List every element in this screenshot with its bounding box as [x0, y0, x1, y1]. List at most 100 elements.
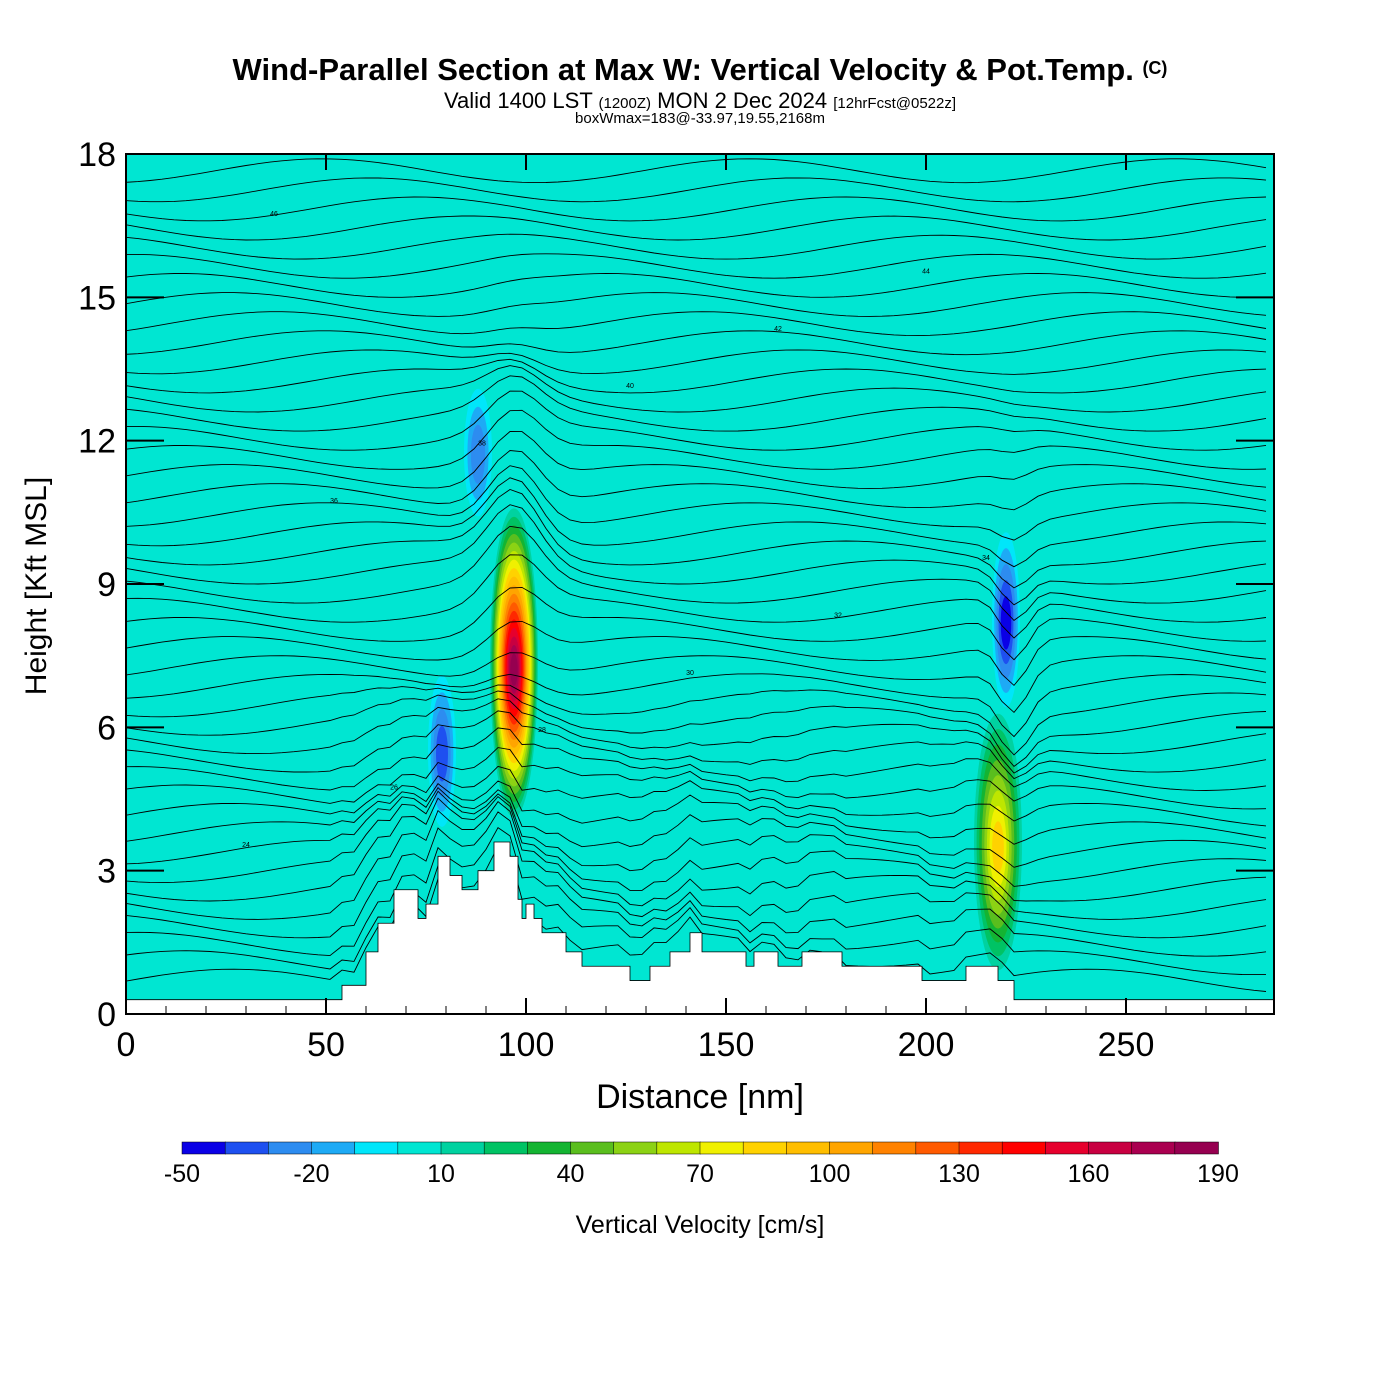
theta-contour: [126, 652, 1267, 714]
y-tick-label: 6: [97, 709, 116, 747]
downdraft-core: [1000, 596, 1012, 650]
theta-contour: [126, 465, 1267, 541]
velocity-field: [126, 154, 1274, 1014]
theta-contour: [126, 196, 1267, 222]
theta-contour: [126, 375, 1267, 432]
field-background: [126, 154, 1274, 1014]
theta-contour: [126, 845, 1267, 976]
forecast-info: [12hrFcst@0522z]: [833, 95, 957, 112]
valid-date: MON 2 Dec 2024: [657, 88, 828, 113]
theta-contour: [126, 390, 1267, 451]
theta-contour: [126, 358, 1267, 394]
colorbar-swatch: [483, 1141, 529, 1155]
theta-contour-label: 42: [774, 326, 782, 333]
theta-contour: [126, 525, 1267, 621]
theta-contour: [126, 292, 1267, 317]
theta-contour: [126, 673, 1267, 738]
y-tick-label: 15: [78, 279, 116, 317]
updraft-core: [510, 653, 518, 686]
colorbar-tick-label: 10: [427, 1160, 455, 1188]
theta-contour-label: 28: [538, 727, 546, 734]
theta-contour: [126, 177, 1267, 203]
colorbar-swatch: [181, 1141, 226, 1155]
theta-contour: [126, 765, 1267, 827]
colorbar-swatch: [742, 1141, 788, 1155]
x-tick-label: 250: [1098, 1026, 1155, 1064]
theta-contour-label: 34: [982, 555, 990, 562]
chart-title: Wind-Parallel Section at Max W: Vertical…: [0, 52, 1400, 88]
theta-contour-label: 32: [834, 612, 842, 619]
colorbar-swatch: [613, 1141, 658, 1155]
y-tick-label: 9: [97, 566, 116, 604]
theta-contour: [126, 698, 1267, 774]
colorbar-swatch: [1045, 1141, 1090, 1155]
theta-contour: [126, 811, 1267, 939]
theta-contours: 24 26 28 30 32 34 36 38 40 42 44 46: [126, 158, 1267, 992]
theta-contour: [126, 272, 1267, 298]
y-tick-label: 0: [97, 996, 116, 1034]
colorbar-swatch: [268, 1141, 313, 1155]
theta-contour: [126, 365, 1267, 413]
colorbar-tick-label: -20: [293, 1160, 329, 1188]
x-tick-label: 150: [698, 1026, 755, 1064]
theta-contour-label: 24: [242, 842, 250, 849]
theta-contour: [126, 790, 1267, 887]
theta-contour: [126, 620, 1267, 687]
colorbar-swatch: [1088, 1141, 1133, 1155]
x-tick-label: 0: [117, 1026, 136, 1064]
y-tick-label: 3: [97, 853, 116, 891]
colorbar-swatch: [958, 1141, 1003, 1155]
theta-contour: [126, 431, 1267, 489]
terrain: [125, 841, 1275, 1015]
theta-contour-label: 36: [330, 498, 338, 505]
valid-zulu: (1200Z): [598, 95, 652, 112]
y-tick-label: 12: [78, 423, 116, 461]
theta-contour: [126, 409, 1267, 470]
colorbar-tick-label: -50: [164, 1160, 200, 1188]
terrain-profile: [125, 841, 1275, 1015]
box-wmax: boxWmax=183@-33.97,19.55,2168m: [575, 110, 825, 127]
theta-contour: [126, 330, 1267, 356]
copyright-mark: (C): [1142, 58, 1168, 78]
colorbar-swatch: [1001, 1141, 1047, 1155]
theta-contour: [126, 158, 1267, 184]
theta-contour-label: 44: [922, 268, 930, 275]
x-axis-label: Distance [nm]: [596, 1078, 804, 1116]
theta-contour: [126, 690, 1267, 768]
colorbar-swatch: [786, 1141, 831, 1155]
colorbar-swatch: [224, 1141, 270, 1155]
theta-contour: [126, 863, 1267, 992]
y-tick-label: 18: [78, 136, 116, 174]
valid-time-line: Valid 1400 LST (1200Z) MON 2 Dec 2024 [1…: [0, 88, 1400, 114]
theta-contour: [126, 801, 1267, 920]
colorbar-tick-label: 190: [1197, 1160, 1239, 1188]
theta-contour: [126, 477, 1267, 568]
theta-contour: [126, 450, 1267, 511]
theta-contour: [126, 349, 1267, 375]
theta-contour: [126, 710, 1267, 780]
colorbar-swatch: [440, 1141, 485, 1155]
x-tick-label: 100: [498, 1026, 555, 1064]
theta-contour: [126, 727, 1267, 791]
theta-contour-label: 40: [626, 383, 634, 390]
downdraft-core: [436, 725, 448, 782]
theta-contour-label: 30: [686, 670, 694, 677]
colorbar-swatch: [699, 1141, 744, 1155]
theta-contour: [126, 554, 1267, 639]
theta-contour: [126, 233, 1267, 260]
colorbar-swatch: [311, 1141, 356, 1155]
colorbar-swatch: [915, 1141, 960, 1155]
colorbar-swatch: [1174, 1141, 1219, 1155]
x-tick-label: 200: [898, 1026, 955, 1064]
colorbar-label: Vertical Velocity [cm/s]: [576, 1211, 825, 1239]
x-tick-label: 50: [307, 1026, 345, 1064]
theta-contour: [126, 253, 1267, 279]
colorbar-tick-label: 70: [686, 1160, 714, 1188]
theta-contour: [126, 795, 1267, 902]
theta-contour-label: 46: [270, 211, 278, 218]
colorbar-swatch: [656, 1141, 701, 1155]
colorbar-swatch: [829, 1141, 874, 1155]
chart-title-text: Wind-Parallel Section at Max W: Vertical…: [232, 52, 1134, 87]
theta-contour: [126, 747, 1267, 810]
